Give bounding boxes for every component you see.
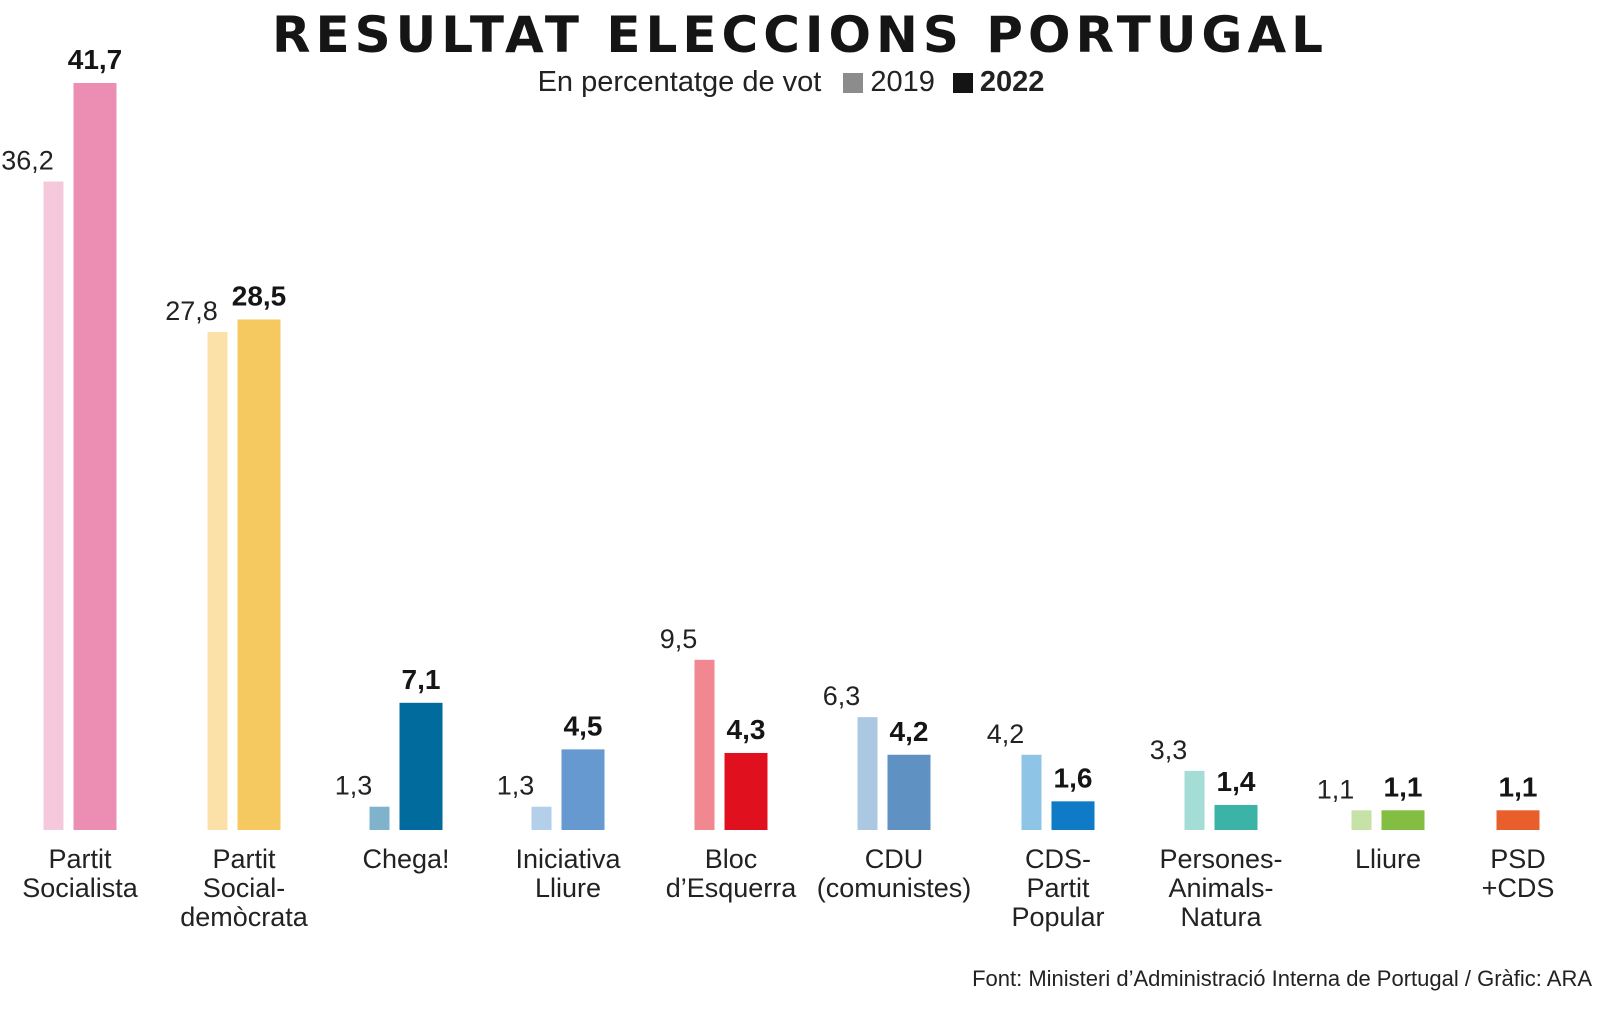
value-label-2019-0: 36,2 — [1, 146, 54, 176]
value-label-2022-6: 1,6 — [1054, 762, 1093, 793]
legend-label-2022: 2022 — [979, 66, 1045, 98]
bar-2022-1 — [237, 319, 281, 830]
bar-2019-5 — [857, 717, 878, 830]
legend-swatch-2022 — [952, 72, 973, 93]
category-label-1: Partit Social-demòcrata — [180, 844, 309, 932]
category-label-8: Lliure — [1355, 844, 1421, 874]
category-label-6: CDS-Partit Popular — [1011, 844, 1104, 932]
legend-item-2019: 2019 — [843, 66, 935, 99]
bar-2019-4 — [694, 659, 715, 830]
value-label-2022-3: 4,5 — [564, 710, 603, 741]
bar-2022-2 — [399, 702, 443, 830]
bar-2019-2 — [369, 806, 390, 830]
category-label-5: CDU (comunistes) — [817, 844, 972, 903]
bar-2019-0 — [43, 181, 64, 831]
value-label-2022-0: 41,7 — [68, 44, 123, 75]
value-label-2022-9: 1,1 — [1499, 771, 1538, 802]
bar-2022-9 — [1496, 810, 1540, 830]
bar-2022-5 — [887, 754, 931, 830]
bar-2019-6 — [1021, 754, 1042, 830]
bar-2019-3 — [531, 806, 552, 830]
bar-2022-7 — [1214, 804, 1258, 830]
bar-2019-1 — [207, 332, 228, 830]
legend-label-2019: 2019 — [870, 66, 935, 98]
category-label-3: Iniciativa Lliure — [515, 844, 621, 903]
value-label-2022-1: 28,5 — [232, 280, 287, 311]
value-label-2019-4: 9,5 — [660, 624, 698, 654]
value-label-2019-2: 1,3 — [335, 771, 373, 801]
value-label-2022-5: 4,2 — [890, 716, 929, 747]
value-label-2022-4: 4,3 — [727, 714, 766, 745]
legend-swatch-2019 — [843, 72, 864, 93]
category-label-4: Bloc d’Esquerra — [666, 844, 798, 903]
chart-title: RESULTAT ELECCIONS PORTUGAL — [271, 6, 1329, 64]
value-label-2022-8: 1,1 — [1384, 771, 1423, 802]
legend: En percentatge de vot 2019 2022 — [0, 66, 1600, 99]
chart-subtitle: En percentatge de vot — [537, 66, 822, 98]
category-label-9: PSD +CDS — [1482, 844, 1555, 903]
bar-2019-7 — [1184, 770, 1205, 830]
value-label-2019-3: 1,3 — [497, 771, 535, 801]
value-label-2019-1: 27,8 — [165, 296, 218, 326]
value-label-2019-7: 3,3 — [1150, 735, 1188, 765]
source-note: Font: Ministeri d’Administració Interna … — [972, 966, 1592, 991]
value-label-2019-6: 4,2 — [987, 719, 1025, 749]
bar-2022-0 — [73, 83, 117, 830]
value-label-2019-8: 1,1 — [1317, 774, 1355, 804]
bar-2022-8 — [1381, 810, 1425, 830]
value-label-2022-2: 7,1 — [402, 664, 441, 695]
category-label-0: Partit Socialista — [22, 844, 139, 903]
bar-2019-8 — [1351, 810, 1372, 830]
bar-2022-4 — [724, 752, 768, 830]
value-label-2022-7: 1,4 — [1217, 766, 1256, 797]
bar-2022-3 — [561, 749, 605, 830]
category-label-2: Chega! — [362, 844, 449, 874]
legend-item-2022: 2022 — [952, 66, 1045, 99]
value-label-2019-5: 6,3 — [823, 681, 861, 711]
category-label-7: Persones-Animals-Natura — [1159, 844, 1282, 932]
bar-2022-6 — [1051, 801, 1095, 830]
